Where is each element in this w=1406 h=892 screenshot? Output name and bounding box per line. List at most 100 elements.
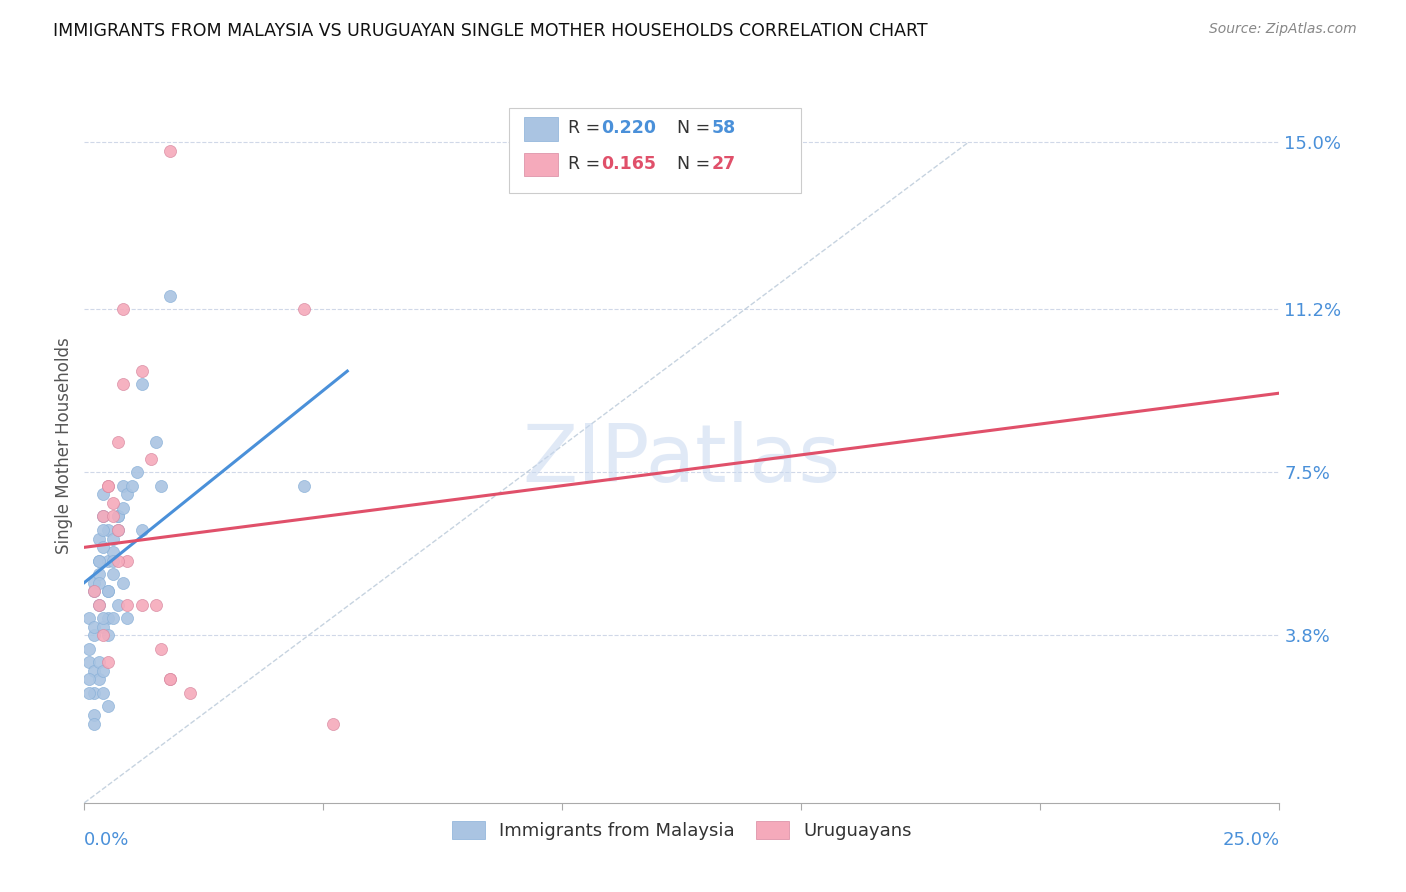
Point xyxy=(111,302,134,317)
Point xyxy=(83,575,105,590)
Point xyxy=(131,523,153,537)
Point xyxy=(117,611,139,625)
Point xyxy=(121,478,143,492)
Text: 0.165: 0.165 xyxy=(600,155,655,173)
Text: 0.0%: 0.0% xyxy=(84,831,129,849)
Text: R =: R = xyxy=(568,120,606,137)
Point xyxy=(93,509,115,524)
Point xyxy=(93,619,115,633)
Point xyxy=(131,364,153,378)
Point xyxy=(87,566,110,581)
Point xyxy=(93,509,115,524)
Point xyxy=(149,478,172,492)
Point xyxy=(93,686,115,700)
Point xyxy=(131,598,153,612)
Text: 27: 27 xyxy=(711,155,735,173)
Point xyxy=(77,641,100,656)
Point xyxy=(101,496,124,510)
Point xyxy=(97,584,120,599)
Point xyxy=(87,598,110,612)
Point xyxy=(179,686,201,700)
Text: N =: N = xyxy=(678,120,716,137)
Point xyxy=(159,144,181,158)
Point xyxy=(292,478,315,492)
Point xyxy=(93,628,115,642)
Point xyxy=(77,686,100,700)
Point xyxy=(145,434,167,449)
Point xyxy=(87,553,110,567)
Point xyxy=(322,716,344,731)
Point xyxy=(83,584,105,599)
Point xyxy=(93,541,115,555)
Point xyxy=(87,575,110,590)
Point xyxy=(107,598,129,612)
Text: R =: R = xyxy=(568,155,606,173)
Point xyxy=(101,611,124,625)
Point xyxy=(87,532,110,546)
Point xyxy=(107,523,129,537)
Point xyxy=(87,598,110,612)
Point xyxy=(149,641,172,656)
Point xyxy=(117,553,139,567)
Point xyxy=(159,289,181,303)
Point xyxy=(159,673,181,687)
Point xyxy=(101,532,124,546)
Legend: Immigrants from Malaysia, Uruguayans: Immigrants from Malaysia, Uruguayans xyxy=(444,814,920,847)
Point xyxy=(117,598,139,612)
Point xyxy=(141,452,163,467)
Point xyxy=(97,611,120,625)
Point xyxy=(97,655,120,669)
FancyBboxPatch shape xyxy=(524,117,558,141)
Point xyxy=(77,611,100,625)
Text: Source: ZipAtlas.com: Source: ZipAtlas.com xyxy=(1209,22,1357,37)
Point xyxy=(159,673,181,687)
Point xyxy=(107,509,129,524)
Point xyxy=(83,664,105,678)
Text: 58: 58 xyxy=(711,120,735,137)
Point xyxy=(83,628,105,642)
Point xyxy=(87,673,110,687)
Point xyxy=(97,523,120,537)
FancyBboxPatch shape xyxy=(509,109,801,193)
Point xyxy=(97,478,120,492)
Point xyxy=(93,487,115,501)
Point xyxy=(145,598,167,612)
Point xyxy=(111,377,134,392)
Y-axis label: Single Mother Households: Single Mother Households xyxy=(55,338,73,554)
Point xyxy=(93,611,115,625)
Text: 25.0%: 25.0% xyxy=(1222,831,1279,849)
Point xyxy=(87,553,110,567)
Point xyxy=(83,686,105,700)
Point xyxy=(87,655,110,669)
Point xyxy=(125,466,148,480)
Point xyxy=(83,707,105,722)
Point xyxy=(101,545,124,559)
Text: 0.220: 0.220 xyxy=(600,120,655,137)
FancyBboxPatch shape xyxy=(524,153,558,177)
Point xyxy=(107,509,129,524)
Text: N =: N = xyxy=(678,155,716,173)
Point xyxy=(97,553,120,567)
Point xyxy=(117,487,139,501)
Point xyxy=(97,584,120,599)
Point xyxy=(111,500,134,515)
Point xyxy=(83,716,105,731)
Point xyxy=(97,628,120,642)
Point xyxy=(107,434,129,449)
Point xyxy=(107,553,129,567)
Point xyxy=(83,584,105,599)
Point xyxy=(111,575,134,590)
Point xyxy=(101,553,124,567)
Point xyxy=(107,523,129,537)
Point xyxy=(77,655,100,669)
Point xyxy=(93,664,115,678)
Point xyxy=(97,478,120,492)
Point xyxy=(101,509,124,524)
Point xyxy=(131,377,153,392)
Point xyxy=(93,523,115,537)
Point xyxy=(292,302,315,317)
Point xyxy=(83,619,105,633)
Point xyxy=(97,698,120,713)
Point xyxy=(101,566,124,581)
Point xyxy=(77,673,100,687)
